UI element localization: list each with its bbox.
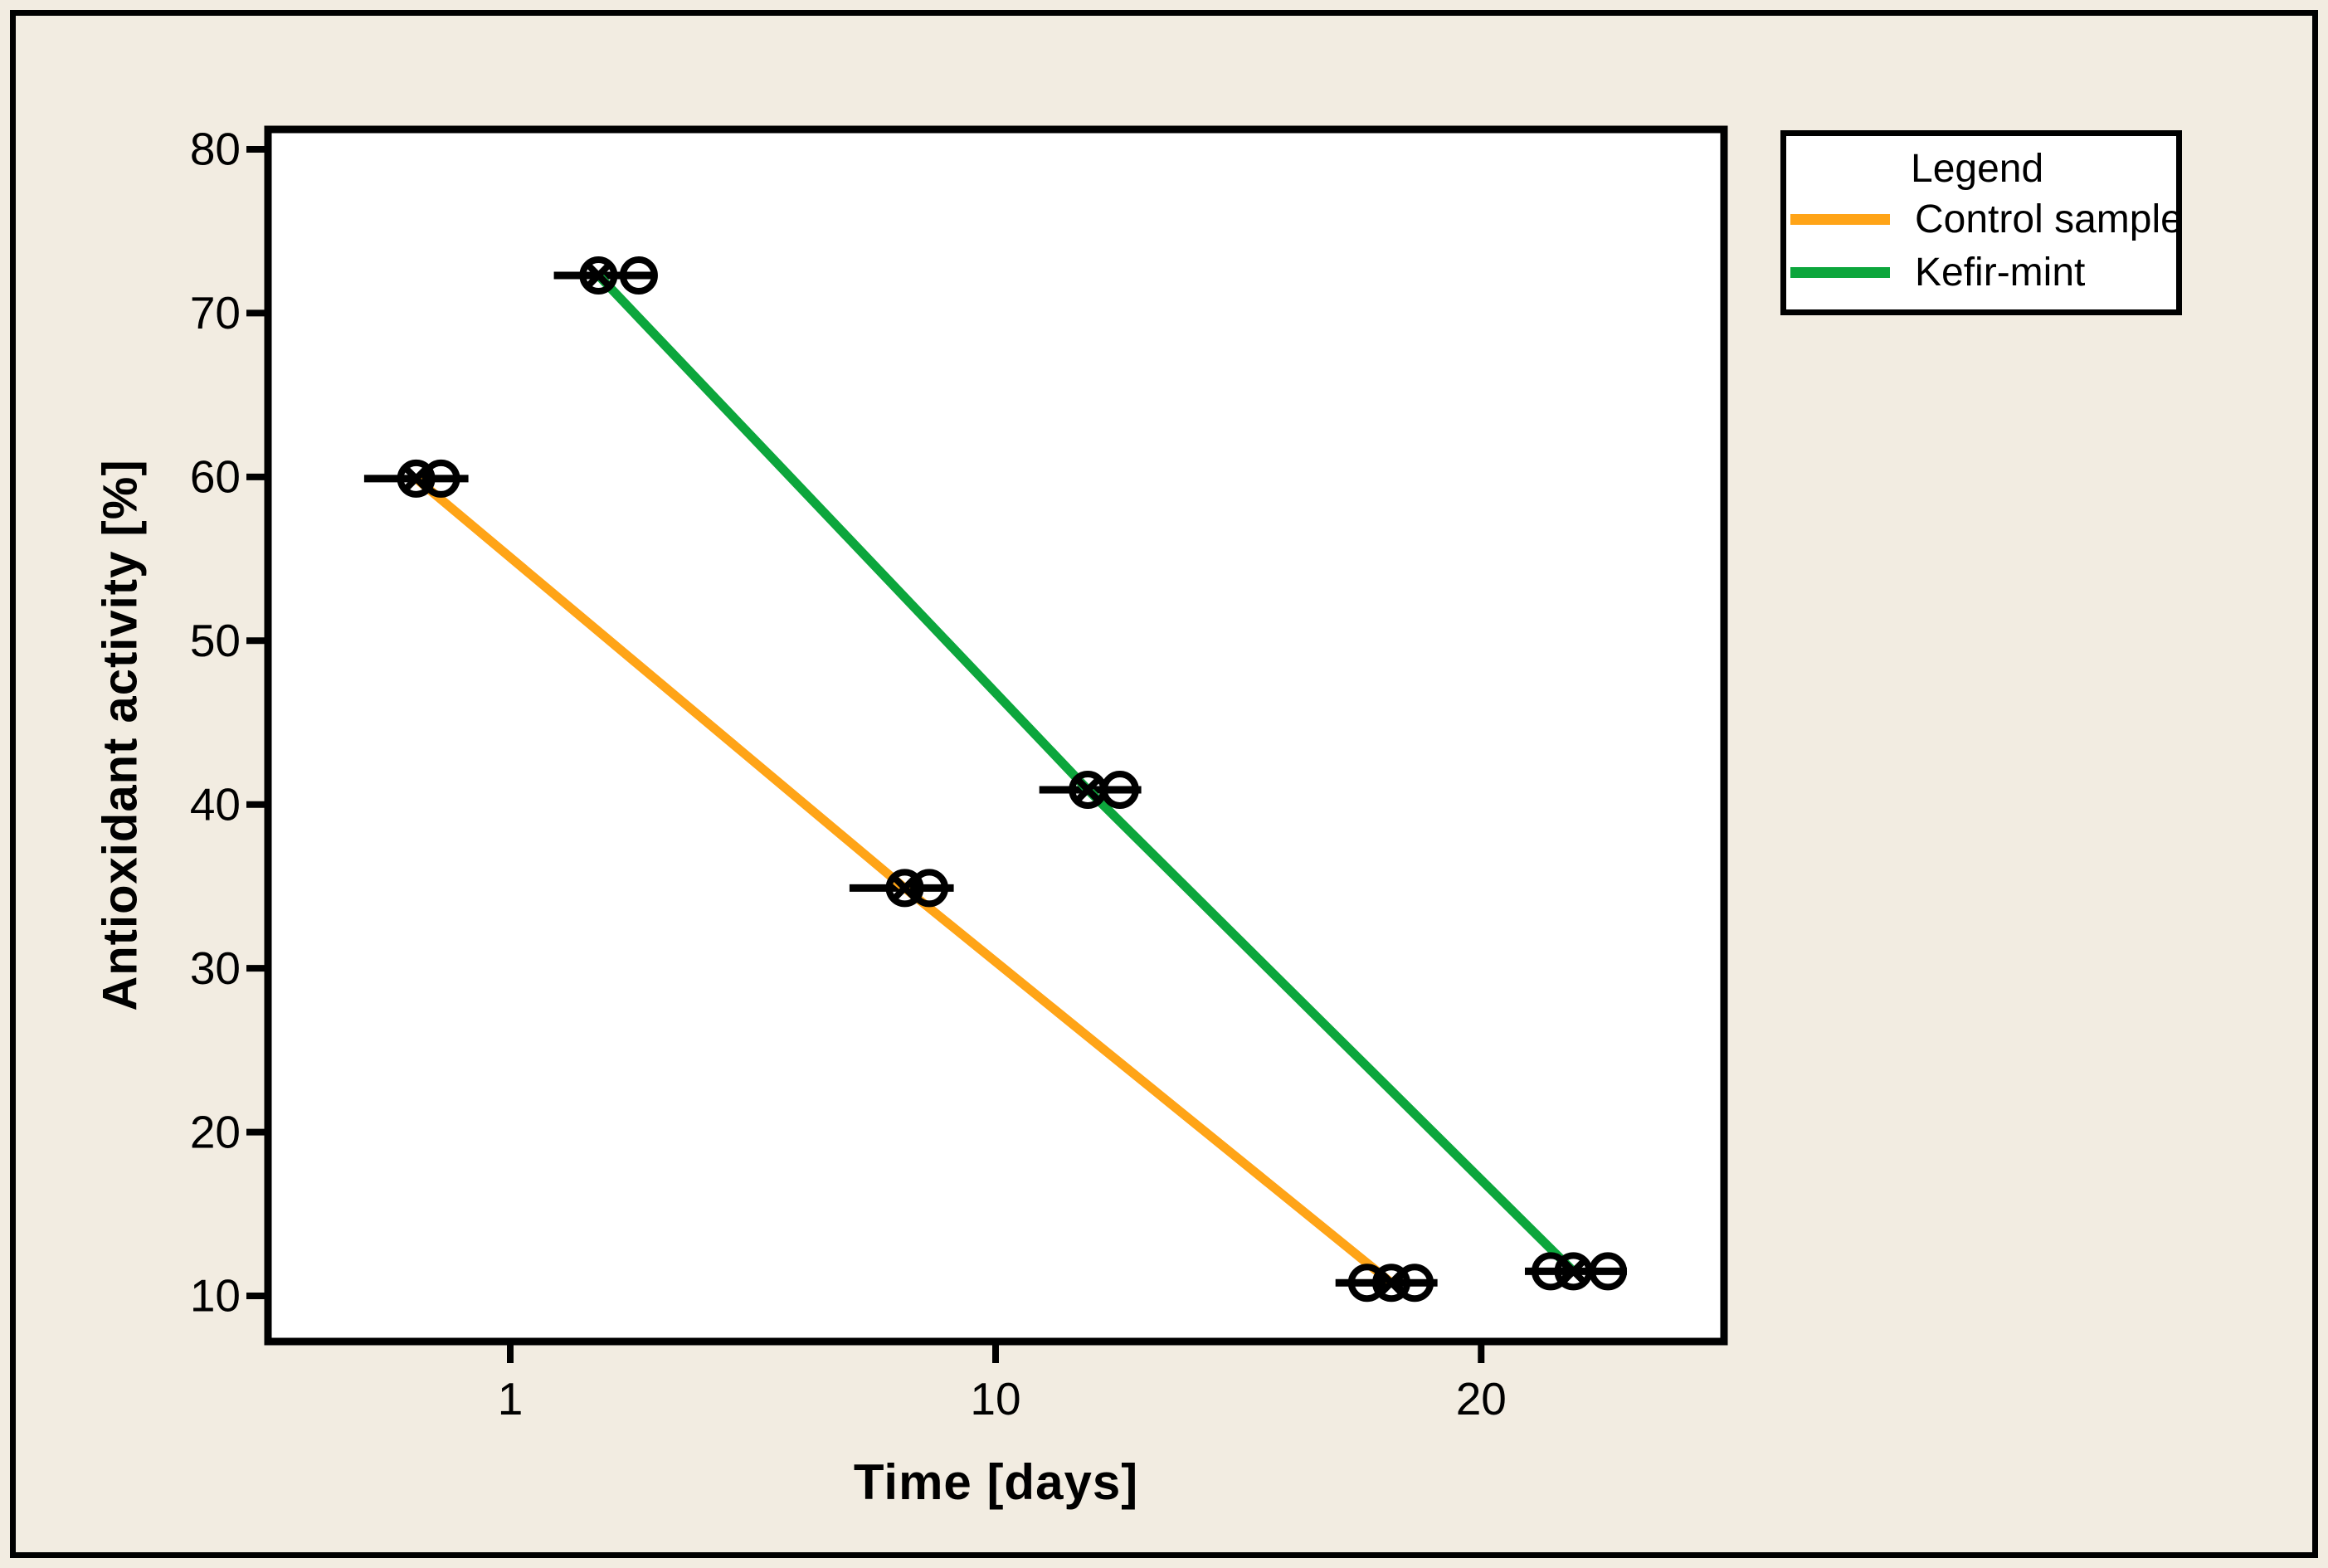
mean-marker-cross-kefir-mint [1074, 776, 1102, 804]
mean-marker-cross-control-sample [1377, 1269, 1405, 1297]
outer-border [10, 10, 2318, 1558]
legend-label-kefir-mint: Kefir-mint [1915, 250, 2086, 295]
legend-item-kefir-mint: Kefir-mint [1786, 246, 2176, 299]
mean-marker-control-sample [1372, 1264, 1411, 1303]
kefir-mint-line-swatch [1790, 266, 1890, 278]
y-tick-label: 10 [190, 1270, 241, 1322]
mean-marker-kefir-mint [1554, 1252, 1593, 1291]
mean-marker-cross-kefir-mint [584, 261, 612, 290]
y-tick-label: 70 [190, 287, 241, 338]
legend-box: Legend Control sample Kefir-mint [1780, 130, 2183, 315]
replicate-marker-kefir-mint [1531, 1252, 1570, 1291]
y-tick-label: 80 [190, 124, 241, 175]
legend-title-row: Legend [1786, 144, 2176, 192]
mean-marker-cross-kefir-mint [1559, 1257, 1588, 1285]
legend-item-control-sample: Control sample [1786, 192, 2183, 246]
mean-marker-cross-control-sample [402, 465, 431, 493]
replicate-marker-control-sample [1347, 1264, 1386, 1303]
legend-title: Legend [1911, 146, 2044, 191]
mean-marker-kefir-mint [1069, 770, 1108, 809]
x-tick-label: 1 [498, 1373, 524, 1424]
legend-label-control-sample: Control sample [1915, 197, 2183, 241]
x-tick-label: 10 [970, 1373, 1020, 1424]
x-axis-title: Time [days] [853, 1454, 1139, 1510]
mean-marker-kefir-mint [579, 256, 618, 295]
plot-area [264, 125, 1728, 1346]
replicate-marker-kefir-mint [619, 256, 658, 295]
replicate-marker-control-sample [910, 869, 949, 908]
y-tick-label: 40 [190, 778, 241, 830]
y-axis-title: Antioxidant activity [%] [93, 459, 148, 1011]
y-tick-label: 50 [190, 615, 241, 666]
mean-marker-control-sample [885, 869, 924, 908]
mean-marker-cross-control-sample [891, 874, 919, 902]
replicate-marker-control-sample [421, 459, 460, 498]
x-tick-label: 20 [1456, 1373, 1507, 1424]
replicate-marker-control-sample [1395, 1264, 1434, 1303]
control-sample-line-swatch [1790, 213, 1890, 225]
mean-marker-control-sample [397, 459, 436, 498]
y-tick-label: 30 [190, 942, 241, 994]
y-tick-label: 20 [190, 1106, 241, 1157]
y-tick-label: 60 [190, 451, 241, 503]
